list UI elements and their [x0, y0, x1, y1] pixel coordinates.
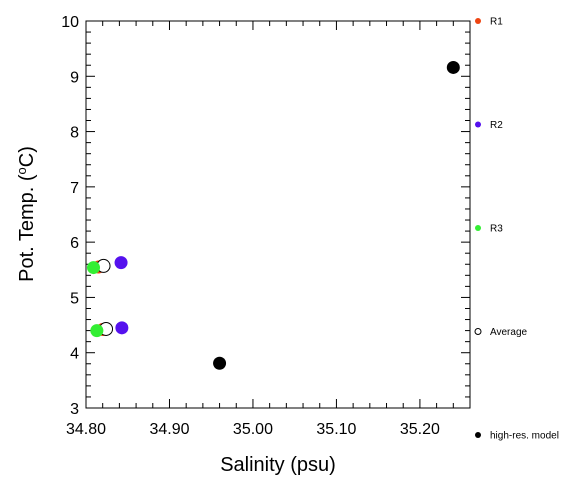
y-axis-title-super: o [14, 167, 29, 174]
y-axis-title-prefix: Pot. Temp. ( [16, 174, 38, 282]
tick-labels-layer: 34.80 34.90 35.00 35.10 35.20 3 4 5 6 7 8 9 10 [61, 14, 440, 438]
legend-marker [475, 432, 481, 438]
y-tick-label: 4 [70, 346, 79, 363]
data-point [87, 261, 101, 275]
legend-label: Average [490, 327, 528, 338]
x-tick-label: 35.10 [316, 421, 356, 438]
legend-marker [475, 225, 481, 231]
y-axis-title: Pot. Temp. (oC) [14, 146, 39, 282]
legend-label: R2 [490, 120, 503, 131]
y-tick-label: 9 [70, 69, 79, 86]
data-point [115, 321, 129, 335]
legend-marker [474, 328, 482, 335]
points-layer [87, 60, 460, 370]
x-axis-title: Salinity (psu) [220, 454, 336, 476]
data-point [446, 60, 460, 74]
x-tick-label: 34.80 [66, 421, 106, 438]
x-tick-label: 35.00 [233, 421, 273, 438]
y-tick-label: 6 [70, 235, 79, 252]
y-tick-label: 10 [61, 14, 79, 31]
legend-marker [475, 121, 481, 128]
data-point [90, 324, 104, 338]
plot-frame [85, 20, 471, 409]
data-point [213, 356, 227, 370]
y-tick-label: 5 [70, 290, 79, 307]
y-tick-label: 7 [70, 180, 79, 197]
legend-label: R3 [490, 224, 503, 235]
legend-label: high-res. model [490, 431, 559, 442]
y-tick-label: 3 [70, 401, 79, 418]
y-tick-label: 8 [70, 125, 79, 142]
data-point [114, 256, 128, 270]
legend-marker [475, 18, 481, 24]
y-axis-title-suffix: C) [16, 146, 38, 167]
x-tick-label: 35.20 [400, 421, 440, 438]
x-tick-label: 34.90 [149, 421, 189, 438]
ticks-layer [85, 20, 471, 409]
legend: R1 R2 R3 Average high-res. model [474, 17, 559, 442]
legend-label: R1 [490, 17, 503, 28]
